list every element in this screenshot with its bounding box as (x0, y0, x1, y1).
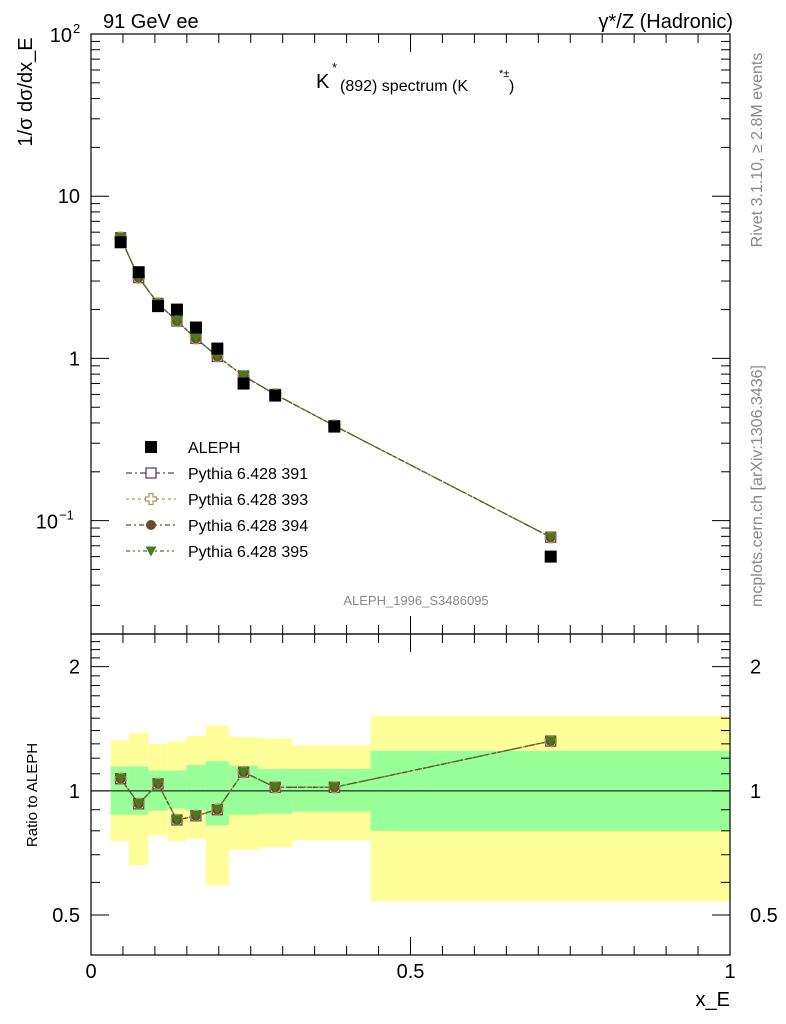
ratio-plot: 0 0.5 1 2 2 1 1 0.5 0.5 (52, 633, 778, 983)
legend-marker (145, 546, 157, 557)
ratio-ytick-label-right: 1 (750, 781, 761, 803)
ratio-ytick-label: 0.5 (52, 905, 80, 927)
data-point-marker (152, 300, 165, 313)
ratio-series-marker (211, 805, 223, 816)
legend-marker (144, 492, 158, 506)
main-ytick-label: 1 (69, 348, 80, 370)
data-point-marker (170, 303, 183, 316)
legend-marker (145, 441, 157, 453)
title-close: ) (509, 78, 514, 95)
main-ytick-label: 10 (36, 512, 58, 534)
main-series-line (120, 237, 551, 538)
ratio-band-inner (186, 765, 206, 811)
title-k: K (316, 71, 330, 93)
ratio-series-marker (190, 811, 202, 822)
main-ytick-label: 10 (58, 186, 80, 208)
main-series-marker (545, 532, 557, 543)
xtick-label: 1 (724, 961, 735, 983)
main-ytick-label-exp: −1 (59, 508, 74, 523)
ratio-series-marker (133, 799, 145, 810)
ratio-band-inner (167, 770, 187, 809)
legend-label: ALEPH (188, 440, 240, 457)
legend: ALEPH Pythia 6.428 391 Pythia 6.428 393 Pyt… (126, 440, 308, 561)
main-series-marker (171, 316, 183, 327)
data-point-marker (269, 389, 282, 402)
ratio-series-line (120, 740, 551, 821)
main-ytick-label-exp: 2 (73, 21, 80, 36)
ratio-series-marker (171, 815, 183, 826)
ratio-series-marker (269, 782, 281, 793)
legend-label: Pythia 6.428 394 (188, 518, 308, 535)
main-frame (90, 33, 731, 635)
data-point-marker (114, 236, 127, 249)
main-series-line (120, 237, 551, 538)
ratio-ytick-label-right: 2 (750, 657, 761, 679)
main-series-marker (190, 333, 202, 344)
title-star: * (332, 60, 337, 75)
data-point-marker (189, 321, 202, 334)
mcplots-label: mcplots.cern.ch [arXiv:1306.3436] (749, 365, 766, 607)
legend-label: Pythia 6.428 395 (188, 544, 308, 561)
header-right: γ*/Z (Hadronic) (599, 11, 733, 33)
ratio-ytick-label-right: 0.5 (750, 905, 778, 927)
main-series-line (120, 237, 551, 538)
plot-title: K * (892) spectrum (K *± ) (316, 60, 514, 95)
data-point-marker (237, 377, 250, 390)
ratio-series-marker (328, 782, 340, 793)
ratio-series-line (120, 740, 551, 821)
main-series-marker (238, 371, 250, 382)
legend-label: Pythia 6.428 393 (188, 492, 308, 509)
main-ylabel: 1/σ dσ/dx_E (15, 37, 37, 146)
title-rest: (892) spectrum (K (340, 78, 468, 95)
ratio-series-marker (238, 767, 250, 778)
ratio-ytick-label: 1 (69, 781, 80, 803)
ratio-series-marker (545, 736, 557, 747)
ratio-series-marker (115, 774, 127, 785)
data-point-marker (211, 342, 224, 355)
analysis-watermark: ALEPH_1996_S3486095 (343, 593, 488, 608)
legend-marker (145, 467, 157, 479)
xlabel: x_E (696, 989, 730, 1011)
data-point-marker (544, 550, 557, 563)
ratio-ytick-label: 2 (69, 657, 80, 679)
ratio-ylabel: Ratio to ALEPH (24, 743, 41, 847)
legend-marker (146, 520, 156, 530)
data-point-marker (132, 266, 145, 279)
header-left: 91 GeV ee (103, 11, 199, 33)
legend-label: Pythia 6.428 391 (188, 466, 308, 483)
ratio-series-marker (152, 779, 164, 790)
xtick-label: 0 (85, 961, 96, 983)
title-sup: *± (499, 68, 509, 80)
main-ytick-label: 10 (50, 25, 72, 47)
xtick-label: 0.5 (397, 961, 425, 983)
main-ylabel-text: 1/σ dσ/dx_E (15, 37, 37, 146)
main-series-line (120, 237, 551, 538)
data-point-marker (328, 420, 341, 433)
rivet-label: Rivet 3.1.10, ≥ 2.8M events (749, 53, 766, 248)
